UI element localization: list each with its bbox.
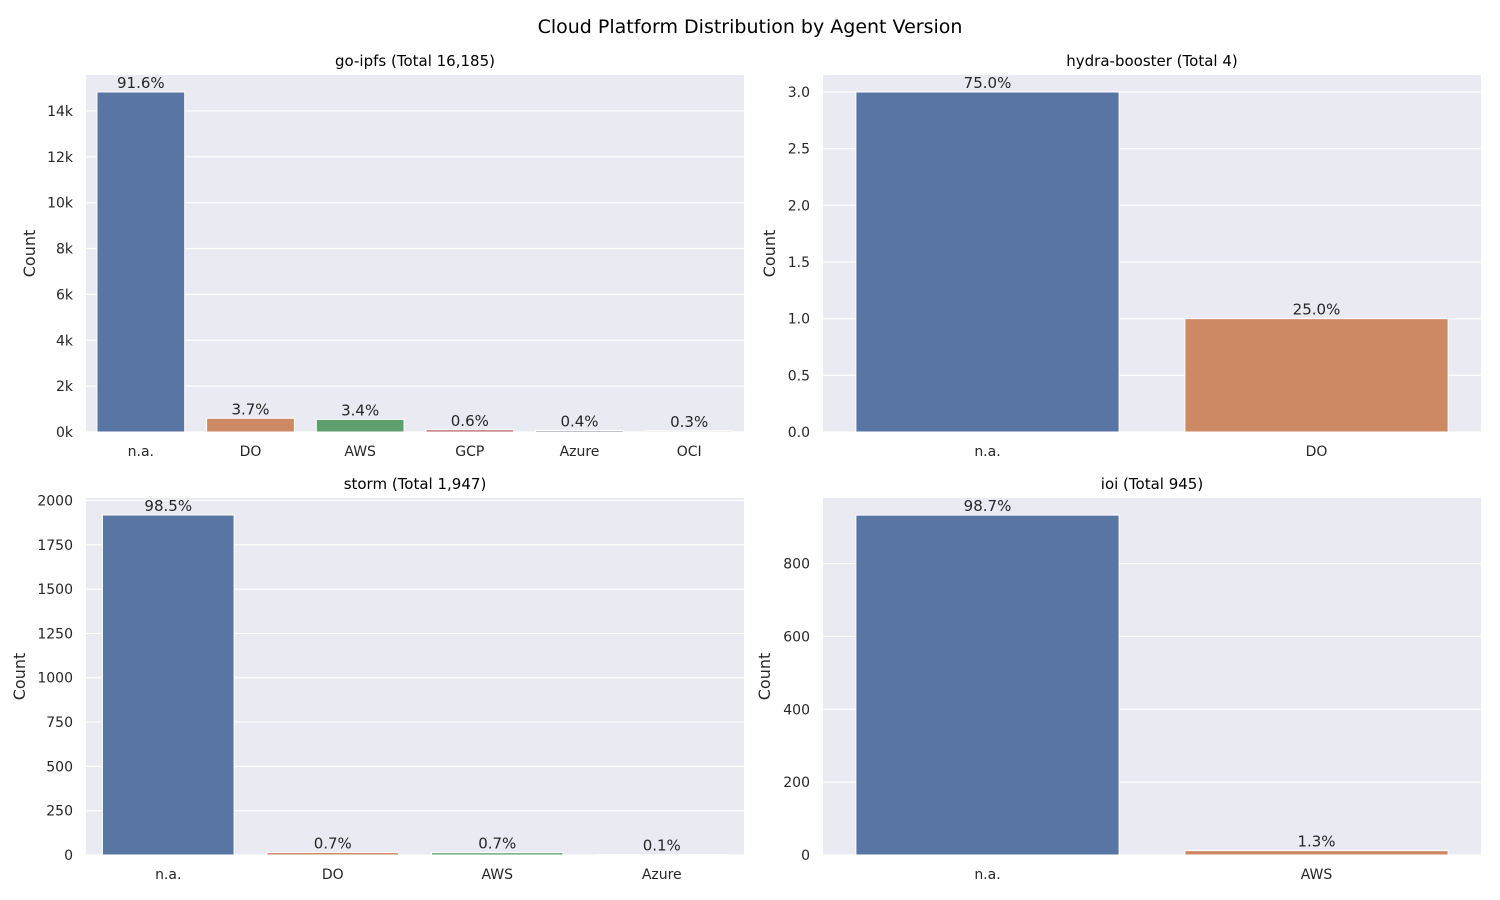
data-label: 0.4%: [560, 413, 598, 431]
y-tick-label: 0: [801, 848, 810, 864]
figure-title: Cloud Platform Distribution by Agent Ver…: [538, 16, 963, 38]
subplot-title: storm (Total 1,947): [344, 475, 487, 493]
bar-n-a-: [101, 514, 235, 856]
panel-4: 0 200 400 600 800 98.7% n.a. 1.3% AWS ioi (Total …: [755, 475, 1481, 883]
y-tick-label: 12k: [47, 150, 74, 166]
y-tick-label: 250: [46, 804, 73, 820]
bar-n-a-: [855, 91, 1120, 433]
y-tick-label: 800: [783, 557, 810, 573]
y-tick-label: 0k: [56, 425, 74, 441]
y-tick-label: 0.5: [788, 368, 810, 384]
y-tick-label: 14k: [47, 104, 74, 120]
y-tick-label: 500: [46, 759, 73, 775]
y-axis-label: Count: [755, 653, 774, 701]
x-tick-label: DO: [240, 444, 262, 460]
x-tick-label: n.a.: [128, 444, 154, 460]
x-tick-label: AWS: [481, 867, 513, 883]
y-tick-label: 1.5: [788, 255, 810, 271]
y-tick-label: 2k: [56, 379, 74, 395]
y-axis-label: Count: [20, 230, 39, 278]
bar-do: [1184, 318, 1449, 433]
y-tick-label: 3.0: [788, 85, 810, 101]
panel-3: 0 250 500 750 1000 1250 1500 1750 2000 98.5% n.a. 0…: [10, 475, 744, 883]
y-tick-label: 2000: [37, 493, 73, 509]
x-tick-label: Azure: [560, 444, 600, 460]
x-tick-label: DO: [1306, 444, 1328, 460]
plot-area: [86, 75, 744, 432]
bar-azure: [535, 430, 624, 433]
y-tick-label: 6k: [56, 287, 74, 303]
y-axis-label: Count: [760, 230, 779, 278]
data-label: 3.7%: [231, 400, 269, 418]
y-tick-label: 400: [783, 702, 810, 718]
y-tick-label: 2.5: [788, 142, 810, 158]
panel-1: 0k 2k 4k 6k 8k 10k 12k 14k 91.6% n.a. 3.7% DO 3.4% AW…: [20, 52, 744, 460]
data-label: 0.1%: [643, 837, 681, 855]
data-label: 25.0%: [1293, 301, 1341, 319]
bar-do: [206, 417, 295, 433]
x-tick-label: AWS: [1301, 867, 1333, 883]
data-label: 75.0%: [964, 74, 1012, 92]
y-tick-label: 10k: [47, 196, 74, 212]
x-tick-label: DO: [322, 867, 344, 883]
y-tick-label: 750: [46, 715, 73, 731]
data-label: 0.3%: [670, 413, 708, 431]
x-tick-label: n.a.: [974, 444, 1000, 460]
bar-n-a-: [855, 514, 1120, 856]
data-label: 98.5%: [144, 497, 192, 515]
x-tick-label: n.a.: [155, 867, 181, 883]
subplot-title: go-ipfs (Total 16,185): [335, 52, 495, 70]
bar-azure: [595, 854, 729, 856]
data-label: 91.6%: [117, 74, 165, 92]
bar-do: [266, 852, 400, 856]
data-label: 3.4%: [341, 401, 379, 419]
bar-oci: [644, 430, 734, 433]
data-label: 0.6%: [451, 412, 489, 430]
panel-2: 0.0 0.5 1.0 1.5 2.0 2.5 3.0 75.0% n.a. 25.0% DO hyd…: [760, 52, 1481, 460]
y-tick-label: 600: [783, 629, 810, 645]
y-tick-label: 0.0: [788, 425, 810, 441]
y-tick-label: 1500: [37, 582, 73, 598]
subplot-title: ioi (Total 945): [1101, 475, 1203, 493]
data-label: 98.7%: [964, 497, 1012, 515]
x-tick-label: OCI: [677, 444, 702, 460]
data-label: 0.7%: [314, 835, 352, 853]
x-tick-label: n.a.: [974, 867, 1000, 883]
bar-aws: [430, 852, 564, 856]
x-tick-label: Azure: [642, 867, 682, 883]
y-tick-label: 200: [783, 775, 810, 791]
y-axis-label: Count: [10, 653, 29, 701]
data-label: 1.3%: [1297, 833, 1335, 851]
x-tick-label: AWS: [344, 444, 376, 460]
y-tick-label: 1000: [37, 671, 73, 687]
y-tick-label: 1250: [37, 626, 73, 642]
bar-gcp: [425, 429, 515, 433]
y-tick-label: 1750: [37, 538, 73, 554]
x-tick-label: GCP: [455, 444, 484, 460]
bar-aws: [315, 418, 405, 433]
bar-n-a-: [96, 91, 186, 433]
bar-aws: [1184, 850, 1449, 856]
subplot-title: hydra-booster (Total 4): [1066, 52, 1237, 70]
y-tick-label: 2.0: [788, 198, 810, 214]
y-tick-label: 1.0: [788, 312, 810, 328]
y-tick-label: 8k: [56, 242, 74, 258]
y-tick-label: 0: [64, 848, 73, 864]
y-tick-label: 4k: [56, 333, 74, 349]
data-label: 0.7%: [478, 835, 516, 853]
